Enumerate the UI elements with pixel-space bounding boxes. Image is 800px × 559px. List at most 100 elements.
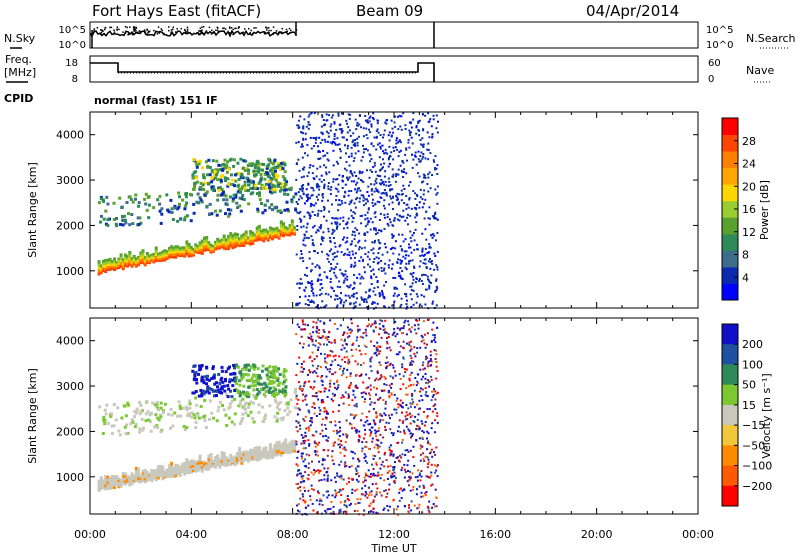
power-cell <box>312 172 314 174</box>
power-cell <box>348 190 350 192</box>
velocity-cell <box>396 398 398 400</box>
power-cell <box>366 301 368 303</box>
noise-search-point <box>100 29 102 31</box>
power-cell <box>171 207 174 210</box>
velocity-cell <box>266 386 269 389</box>
power-cell <box>323 164 325 166</box>
velocity-cell <box>356 470 358 472</box>
velocity-cell <box>416 347 418 349</box>
power-cell <box>222 163 225 166</box>
power-cell <box>371 142 373 144</box>
velocity-cell <box>399 461 401 463</box>
velocity-cell <box>370 361 372 363</box>
velocity-cell <box>284 390 287 393</box>
power-cell <box>354 139 356 141</box>
velocity-cell <box>274 415 277 418</box>
noise-search-point <box>148 31 150 33</box>
velocity-cell <box>362 332 364 334</box>
power-cell <box>307 199 309 201</box>
noise-search-point <box>145 31 147 33</box>
power-cell <box>345 295 347 297</box>
power-cell <box>345 270 347 272</box>
power-cell <box>296 201 298 203</box>
velocity-cell <box>398 492 400 494</box>
velocity-cell <box>358 441 360 443</box>
velocity-cell <box>223 452 226 455</box>
power-cell <box>306 144 308 146</box>
velocity-cell <box>329 368 331 370</box>
power-cell <box>363 266 365 268</box>
velocity-cell <box>420 454 422 456</box>
noise-search-point <box>171 33 173 35</box>
power-cell <box>356 277 358 279</box>
velocity-cell <box>427 476 429 478</box>
power-cell <box>301 176 303 178</box>
power-cell <box>410 240 412 242</box>
velocity-cell <box>371 441 373 443</box>
velocity-cell <box>318 472 320 474</box>
velocity-cell <box>371 370 373 372</box>
velocity-cell <box>309 420 311 422</box>
power-cell <box>356 138 358 140</box>
power-cell <box>423 296 425 298</box>
power-cell <box>354 283 356 285</box>
power-cell <box>366 169 368 171</box>
velocity-cell <box>355 349 357 351</box>
power-cell <box>369 289 371 291</box>
power-cell <box>383 214 385 216</box>
power-cell <box>303 289 305 291</box>
power-cell <box>422 198 424 200</box>
velocity-cell <box>381 320 383 322</box>
power-cell <box>194 182 197 185</box>
velocity-cell <box>406 333 408 335</box>
power-cell <box>379 156 381 158</box>
power-cell <box>210 186 213 189</box>
power-cell <box>299 195 301 197</box>
velocity-cell <box>360 374 362 376</box>
power-cell <box>372 205 374 207</box>
power-cell <box>396 137 398 139</box>
power-cell <box>322 240 324 242</box>
velocity-cell <box>420 395 422 397</box>
power-cell <box>233 184 236 187</box>
power-cell <box>358 260 360 262</box>
velocity-cell <box>389 364 391 366</box>
velocity-cell <box>436 505 438 507</box>
power-cell <box>274 206 277 209</box>
velocity-cell <box>326 497 328 499</box>
velocity-cell <box>366 416 368 418</box>
power-cell <box>348 156 350 158</box>
power-cell <box>349 165 351 167</box>
power-cell <box>375 180 377 182</box>
power-cell <box>408 185 410 187</box>
power-cell <box>304 274 306 276</box>
velocity-cell <box>432 484 434 486</box>
power-cell <box>178 203 181 206</box>
velocity-cell <box>422 438 424 440</box>
velocity-cell <box>394 370 396 372</box>
velocity-cell <box>319 498 321 500</box>
power-cell <box>310 235 312 237</box>
velocity-cell <box>269 443 272 447</box>
velocity-cell <box>369 505 371 507</box>
noise-search-point <box>171 32 173 34</box>
power-cell <box>300 221 302 223</box>
power-cell <box>261 169 264 172</box>
velocity-cell <box>394 461 396 463</box>
power-cell <box>344 191 346 193</box>
power-cell <box>292 196 295 199</box>
power-cell <box>415 229 417 231</box>
velocity-cell <box>431 379 433 381</box>
power-cell <box>283 186 286 189</box>
power-cell <box>347 248 349 250</box>
power-cell <box>428 206 430 208</box>
velocity-cell <box>421 420 423 422</box>
velocity-cell <box>311 417 313 419</box>
velocity-cell <box>357 465 359 467</box>
power-cell <box>373 118 375 120</box>
velocity-cell <box>329 319 331 321</box>
power-cell <box>366 134 368 136</box>
velocity-cell <box>412 403 414 405</box>
velocity-cell <box>262 365 265 368</box>
noise-search-point <box>114 31 116 33</box>
